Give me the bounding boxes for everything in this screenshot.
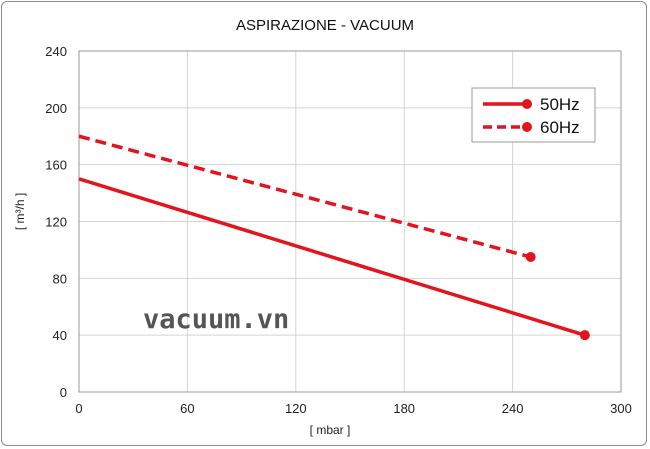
legend-box <box>471 87 596 143</box>
y-tick-label: 160 <box>45 158 67 173</box>
x-tick-label: 0 <box>75 401 82 416</box>
watermark-text: vacuum.vn <box>143 304 289 335</box>
series-endpoint-60Hz <box>525 252 536 263</box>
x-tick-label: 240 <box>502 401 524 416</box>
legend: 50Hz 60Hz <box>471 87 596 143</box>
legend-label-60Hz: 60Hz <box>540 118 580 137</box>
series-endpoint-50Hz <box>579 330 590 341</box>
x-tick-label: 60 <box>180 401 194 416</box>
y-tick-label: 80 <box>53 271 67 286</box>
y-tick-label: 240 <box>45 44 67 59</box>
y-axis-title: [ m³/h ] <box>13 193 27 230</box>
legend-label-50Hz: 50Hz <box>540 95 580 114</box>
x-axis-title: [ mbar ] <box>310 423 351 437</box>
y-tick-label: 0 <box>60 385 67 400</box>
y-tick-label: 120 <box>45 215 67 230</box>
series-line-60Hz <box>78 134 532 259</box>
x-axis-ticks: 0 60 120 180 240 300 <box>75 401 631 416</box>
series-line-50Hz <box>78 177 586 337</box>
x-tick-label: 300 <box>610 401 632 416</box>
legend-marker-50Hz <box>522 99 532 109</box>
x-tick-label: 120 <box>285 401 307 416</box>
legend-marker-60Hz <box>522 122 532 132</box>
y-tick-label: 40 <box>53 328 67 343</box>
y-tick-label: 200 <box>45 101 67 116</box>
x-tick-label: 180 <box>393 401 415 416</box>
plot-area <box>78 50 622 393</box>
y-axis-ticks: 0 40 80 120 160 200 240 <box>45 44 67 400</box>
series-layer <box>78 134 590 341</box>
chart-title: ASPIRAZIONE - VACUUM <box>236 17 414 34</box>
